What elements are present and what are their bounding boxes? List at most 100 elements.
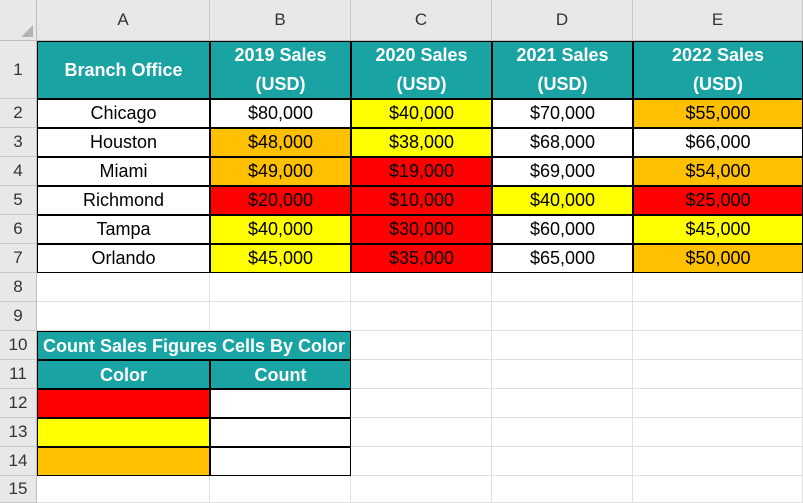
sales-value-cell[interactable]: $45,000 [633, 215, 803, 244]
row-header-1[interactable]: 1 [0, 41, 37, 99]
sales-value-cell[interactable]: $55,000 [633, 99, 803, 128]
count-value-cell[interactable] [210, 418, 351, 447]
sales-year-header[interactable]: 2020 Sales (USD) [351, 41, 492, 99]
row-header-2[interactable]: 2 [0, 99, 37, 128]
sales-value-cell[interactable]: $45,000 [210, 244, 351, 273]
branch-name-cell[interactable]: Orlando [37, 244, 210, 273]
grid-cell[interactable] [633, 418, 803, 447]
branch-name-cell[interactable]: Tampa [37, 215, 210, 244]
grid-cell[interactable] [633, 302, 803, 331]
row-header-6[interactable]: 6 [0, 215, 37, 244]
grid-cell[interactable] [492, 360, 633, 389]
row-header-11[interactable]: 11 [0, 360, 37, 389]
sales-value-cell[interactable]: $35,000 [351, 244, 492, 273]
sales-value-cell[interactable]: $30,000 [351, 215, 492, 244]
column-header-e[interactable]: E [633, 0, 803, 41]
sales-value-cell[interactable]: $50,000 [633, 244, 803, 273]
sales-value-cell[interactable]: $68,000 [492, 128, 633, 157]
sales-value: $55,000 [685, 103, 751, 123]
row-header-4[interactable]: 4 [0, 157, 37, 186]
sales-value-cell[interactable]: $38,000 [351, 128, 492, 157]
grid-cell[interactable] [633, 273, 803, 302]
row-header-3[interactable]: 3 [0, 128, 37, 157]
grid-cell[interactable] [351, 302, 492, 331]
grid-cell[interactable] [492, 389, 633, 418]
sales-value-cell[interactable]: $20,000 [210, 186, 351, 215]
grid-cell[interactable] [37, 476, 210, 503]
sales-value: $25,000 [685, 190, 751, 210]
branch-name-cell[interactable]: Houston [37, 128, 210, 157]
grid-cell[interactable] [492, 447, 633, 476]
color-swatch-cell[interactable] [37, 389, 210, 418]
row-header-8[interactable]: 8 [0, 273, 37, 302]
grid-cell[interactable] [37, 302, 210, 331]
grid-cell[interactable] [633, 476, 803, 503]
sales-value-cell[interactable]: $70,000 [492, 99, 633, 128]
grid-cell[interactable] [210, 476, 351, 503]
sales-value-cell[interactable]: $66,000 [633, 128, 803, 157]
row-header-12[interactable]: 12 [0, 389, 37, 418]
grid-cell[interactable] [633, 331, 803, 360]
row-header-5[interactable]: 5 [0, 186, 37, 215]
sales-value-cell[interactable]: $25,000 [633, 186, 803, 215]
color-swatch-cell[interactable] [37, 418, 210, 447]
grid-cell[interactable] [351, 447, 492, 476]
sales-value-cell[interactable]: $49,000 [210, 157, 351, 186]
count-value-cell[interactable] [210, 447, 351, 476]
grid-cell[interactable] [492, 418, 633, 447]
grid-cell[interactable] [210, 302, 351, 331]
grid-cell[interactable] [210, 273, 351, 302]
color-swatch-cell[interactable] [37, 447, 210, 476]
row-header-14[interactable]: 14 [0, 447, 37, 476]
sales-value-cell[interactable]: $40,000 [210, 215, 351, 244]
branch-name-cell[interactable]: Richmond [37, 186, 210, 215]
grid-cell[interactable] [633, 360, 803, 389]
branch-office-header[interactable]: Branch Office [37, 41, 210, 99]
row-header-9[interactable]: 9 [0, 302, 37, 331]
count-table-title[interactable]: Count Sales Figures Cells By Color [37, 331, 351, 360]
sales-value-cell[interactable]: $10,000 [351, 186, 492, 215]
grid-cell[interactable] [633, 447, 803, 476]
sales-value-cell[interactable]: $40,000 [492, 186, 633, 215]
grid-cell[interactable] [351, 476, 492, 503]
grid-cell[interactable] [351, 273, 492, 302]
color-header[interactable]: Color [37, 360, 210, 389]
grid-cell[interactable] [492, 302, 633, 331]
sales-value-cell[interactable]: $40,000 [351, 99, 492, 128]
column-header-c[interactable]: C [351, 0, 492, 41]
sales-value-cell[interactable]: $54,000 [633, 157, 803, 186]
row-header-10[interactable]: 10 [0, 331, 37, 360]
grid-cell[interactable] [37, 273, 210, 302]
row-header-13[interactable]: 13 [0, 418, 37, 447]
grid-cell[interactable] [492, 331, 633, 360]
column-header-a[interactable]: A [37, 0, 210, 41]
row-header-7[interactable]: 7 [0, 244, 37, 273]
grid-cell[interactable] [633, 389, 803, 418]
sales-year-header[interactable]: 2019 Sales (USD) [210, 41, 351, 99]
sales-year-header[interactable]: 2021 Sales (USD) [492, 41, 633, 99]
sales-value-cell[interactable]: $19,000 [351, 157, 492, 186]
branch-name-cell[interactable]: Miami [37, 157, 210, 186]
sales-value-cell[interactable]: $65,000 [492, 244, 633, 273]
column-header-d[interactable]: D [492, 0, 633, 41]
header-line2: (USD) [396, 74, 447, 94]
grid-cell[interactable] [351, 331, 492, 360]
row-header-15[interactable]: 15 [0, 476, 37, 503]
grid-cell[interactable] [351, 360, 492, 389]
grid-cell[interactable] [492, 476, 633, 503]
sales-value-cell[interactable]: $60,000 [492, 215, 633, 244]
sales-value-cell[interactable]: $48,000 [210, 128, 351, 157]
grid-cell[interactable] [492, 273, 633, 302]
branch-name: Tampa [96, 219, 151, 239]
count-value-cell[interactable] [210, 389, 351, 418]
select-all-corner[interactable] [0, 0, 37, 41]
sales-year-header[interactable]: 2022 Sales (USD) [633, 41, 803, 99]
count-header[interactable]: Count [210, 360, 351, 389]
sales-value-cell[interactable]: $69,000 [492, 157, 633, 186]
grid-cell[interactable] [351, 389, 492, 418]
column-header-b[interactable]: B [210, 0, 351, 41]
grid-cell[interactable] [351, 418, 492, 447]
sales-value-cell[interactable]: $80,000 [210, 99, 351, 128]
sales-value: $60,000 [529, 219, 596, 239]
branch-name-cell[interactable]: Chicago [37, 99, 210, 128]
